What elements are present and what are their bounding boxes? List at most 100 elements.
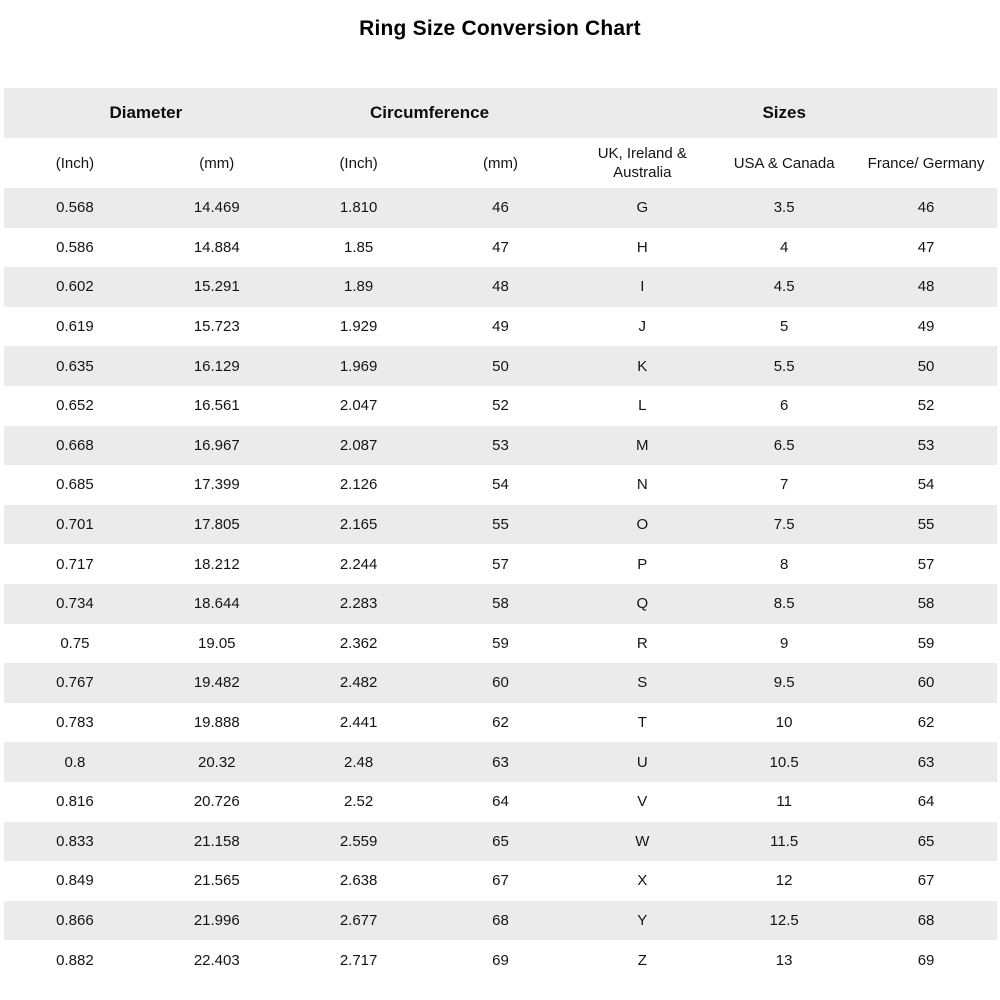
table-cell: 68 [917,911,935,929]
table-cell: 2.087 [339,436,378,454]
table-cell: 2.165 [339,516,378,534]
table-cell: 21.996 [193,911,240,929]
table-cell: 8 [779,555,789,573]
column-header-circumference-mm: (mm) [482,154,518,172]
table-cell: 58 [917,595,935,613]
table-cell: 1.89 [344,278,374,296]
table-cell: 2.441 [339,714,378,732]
table-cell: 5 [779,318,789,336]
table-cell: 65 [917,832,935,850]
table-cell: Y [637,911,648,929]
table-row: 0.701 17.805 2.165 55 O 7.5 55 [4,504,997,545]
table-row: 0.783 19.888 2.441 62 T 10 62 [4,702,997,743]
table-cell: 11.5 [770,832,799,850]
table-cell: 58 [492,595,509,613]
table-cell: R [636,634,648,652]
column-header-circumference-inch: (Inch) [339,154,378,172]
table-cell: 1.810 [339,199,378,217]
table-cell: 47 [917,238,935,256]
table-cell: S [637,674,648,692]
table-cell: 0.568 [56,199,94,217]
column-header-diameter-mm: (mm) [199,154,235,172]
table-cell: 1.969 [339,357,378,375]
table-header: Diameter Circumference Sizes (Inch) (mm)… [4,88,997,188]
table-cell: 53 [917,436,935,454]
table-cell: 21.565 [193,872,240,890]
column-header-france-germany: France/ Germany [867,154,985,172]
table-row: 0.849 21.565 2.638 67 X 12 67 [4,861,997,901]
table-cell: 2.52 [344,793,374,811]
ring-size-conversion-table: Diameter Circumference Sizes (Inch) (mm)… [4,88,997,980]
table-cell: 0.75 [60,634,90,652]
table-cell: N [636,476,648,494]
table-cell: 48 [492,278,509,296]
table-cell: 2.047 [339,397,378,415]
group-header-row: Diameter Circumference Sizes [4,88,997,138]
table-cell: 67 [917,872,935,890]
table-cell: 60 [492,674,509,692]
table-row: 0.717 18.212 2.244 57 P 8 57 [4,544,997,584]
table-cell: 22.403 [193,951,240,969]
table-cell: 5.5 [773,357,795,375]
table-cell: 64 [492,793,509,811]
table-cell: 0.685 [56,476,94,494]
table-cell: 68 [492,911,509,929]
table-cell: 1.85 [344,238,374,256]
table-cell: G [636,199,649,217]
table-cell: 65 [492,832,509,850]
table-cell: 19.482 [193,674,240,692]
table-row: 0.685 17.399 2.126 54 N 7 54 [4,465,997,505]
table-cell: 0.701 [56,516,94,534]
table-cell: 55 [917,516,935,534]
table-cell: 19.888 [193,714,240,732]
column-header-diameter-inch: (Inch) [55,154,95,172]
table-cell: 62 [917,714,935,732]
table-cell: 2.244 [339,555,378,573]
table-cell: 18.644 [193,595,240,613]
table-cell: M [636,436,649,454]
table-cell: 57 [917,555,935,573]
table-cell: 2.482 [339,674,378,692]
table-cell: 52 [492,397,509,415]
table-row: 0.652 16.561 2.047 52 L 6 52 [4,385,997,426]
table-cell: 53 [492,436,509,454]
table-cell: 55 [492,516,509,534]
table-cell: 7.5 [773,516,795,534]
table-cell: 62 [492,714,509,732]
table-cell: Z [637,951,647,969]
group-header-circumference: Circumference [370,103,490,122]
table-cell: 54 [917,476,935,494]
table-cell: J [638,318,647,336]
table-cell: Q [636,595,649,613]
table-cell: 11 [776,793,792,811]
table-cell: 0.668 [56,436,94,454]
table-cell: 20.726 [193,793,240,811]
table-row: 0.619 15.723 1.929 49 J 5 49 [4,306,997,347]
table-cell: W [635,832,650,850]
page-title: Ring Size Conversion Chart [359,17,641,40]
table-cell: O [636,516,649,534]
table-cell: 8.5 [773,595,795,613]
table-cell: 0.816 [56,793,94,811]
table-row: 0.767 19.482 2.482 60 S 9.5 60 [4,663,997,703]
column-header-row: (Inch) (mm) (Inch) (mm) UK, Ireland & Au… [4,138,997,188]
table-cell: 67 [492,872,509,890]
table-cell: 16.561 [193,397,240,415]
table-cell: 10 [775,714,793,732]
table-cell: 49 [492,318,509,336]
table-cell: V [637,793,648,811]
table-row: 0.816 20.726 2.52 64 V 11 64 [4,781,997,822]
table-cell: 0.586 [56,238,94,256]
table-cell: 0.652 [56,397,94,415]
table-cell: 18.212 [193,555,240,573]
table-cell: U [636,753,648,771]
table-cell: 57 [492,555,509,573]
table-cell: X [637,872,648,890]
table-cell: 4.5 [773,278,795,296]
table-cell: 6 [779,397,789,415]
table-cell: 59 [492,634,509,652]
table-cell: 63 [917,753,935,771]
table-cell: 0.767 [56,674,94,692]
table-cell: 0.635 [56,357,94,375]
table-cell: 13 [775,951,793,969]
